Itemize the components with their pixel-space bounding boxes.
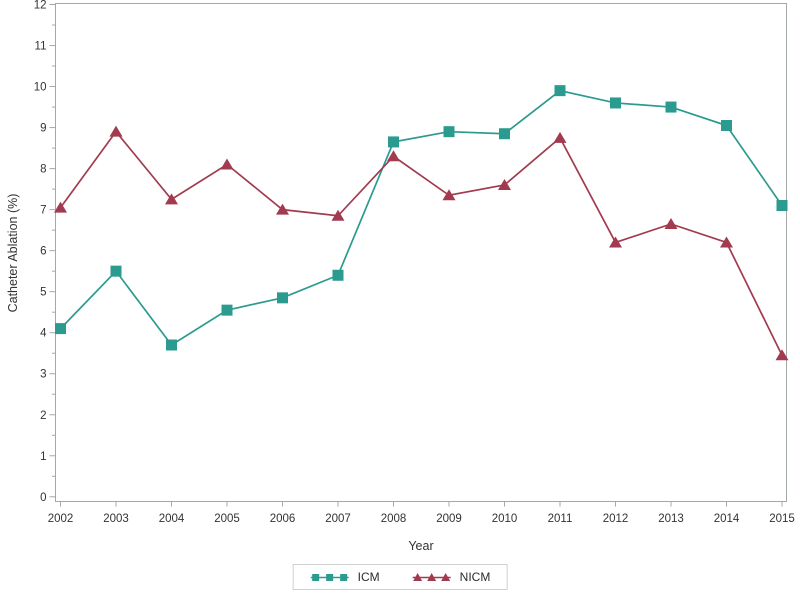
x-tick-label: 2013 (658, 513, 684, 525)
icm-marker (499, 128, 510, 140)
x-tick-label: 2006 (270, 513, 296, 525)
y-tick-label: 8 (40, 164, 46, 176)
legend-item-icm: ICM (310, 570, 380, 584)
icm-marker (110, 265, 122, 277)
nicm-marker (553, 131, 567, 143)
y-tick-label: 11 (35, 41, 47, 53)
y-tick-label: 6 (40, 246, 46, 258)
icm-marker (721, 120, 732, 132)
x-tick-label: 2015 (769, 513, 795, 525)
icm-marker (554, 85, 566, 97)
y-tick-label: 1 (40, 451, 46, 463)
nicm-marker (165, 193, 178, 205)
x-tick-label: 2005 (214, 513, 240, 525)
icm-marker (332, 269, 344, 281)
y-tick-label: 9 (40, 123, 46, 135)
x-tick-label: 2012 (603, 513, 629, 525)
legend: ICM NICM (292, 564, 508, 590)
nicm-marker (54, 201, 67, 213)
icm-marker-icon (310, 574, 349, 581)
icm-marker (221, 304, 233, 316)
nicm-marker (664, 217, 678, 229)
nicm-marker-icon (412, 573, 451, 581)
icm-marker (277, 292, 288, 304)
y-tick-label: 4 (40, 328, 47, 340)
icm-marker (166, 339, 177, 351)
y-tick-label: 5 (40, 287, 46, 299)
y-tick-label: 12 (34, 0, 47, 12)
nicm-marker (775, 349, 789, 361)
x-tick-label: 2014 (714, 513, 740, 525)
y-tick-label: 0 (40, 492, 46, 504)
nicm-marker (720, 236, 733, 248)
legend-label-icm: ICM (357, 570, 380, 584)
icm-marker (388, 136, 399, 148)
nicm-series-line (59, 130, 783, 356)
nicm-marker (498, 179, 511, 191)
nicm-marker (442, 189, 456, 201)
x-tick-label: 2007 (325, 513, 351, 525)
x-tick-label: 2002 (48, 513, 74, 525)
y-tick-label: 10 (34, 82, 47, 94)
nicm-marker (109, 125, 123, 137)
y-axis-title: Catheter Ablation (%) (6, 194, 20, 313)
x-tick-label: 2003 (103, 513, 129, 525)
icm-marker (55, 323, 66, 335)
y-tick-label: 2 (40, 410, 46, 422)
nicm-marker (331, 209, 345, 221)
x-tick-label: 2010 (492, 513, 518, 525)
y-tick-label: 3 (40, 369, 46, 381)
x-tick-label: 2011 (548, 513, 573, 525)
icm-marker (443, 126, 455, 138)
x-tick-label: 2004 (159, 513, 185, 525)
x-tick-label: 2009 (436, 513, 462, 525)
x-axis-title: Year (408, 539, 433, 553)
x-tick-label: 2008 (381, 513, 407, 525)
icm-marker (665, 101, 677, 113)
icm-marker (610, 97, 621, 109)
nicm-marker (276, 203, 289, 215)
nicm-marker (220, 158, 234, 170)
icm-marker (776, 200, 788, 212)
nicm-marker (387, 150, 400, 162)
plot-frame (55, 3, 787, 502)
legend-item-nicm: NICM (412, 570, 491, 584)
y-tick-label: 7 (40, 205, 46, 217)
icm-series-line (59, 89, 783, 347)
legend-label-nicm: NICM (459, 570, 491, 584)
nicm-marker (609, 236, 622, 248)
